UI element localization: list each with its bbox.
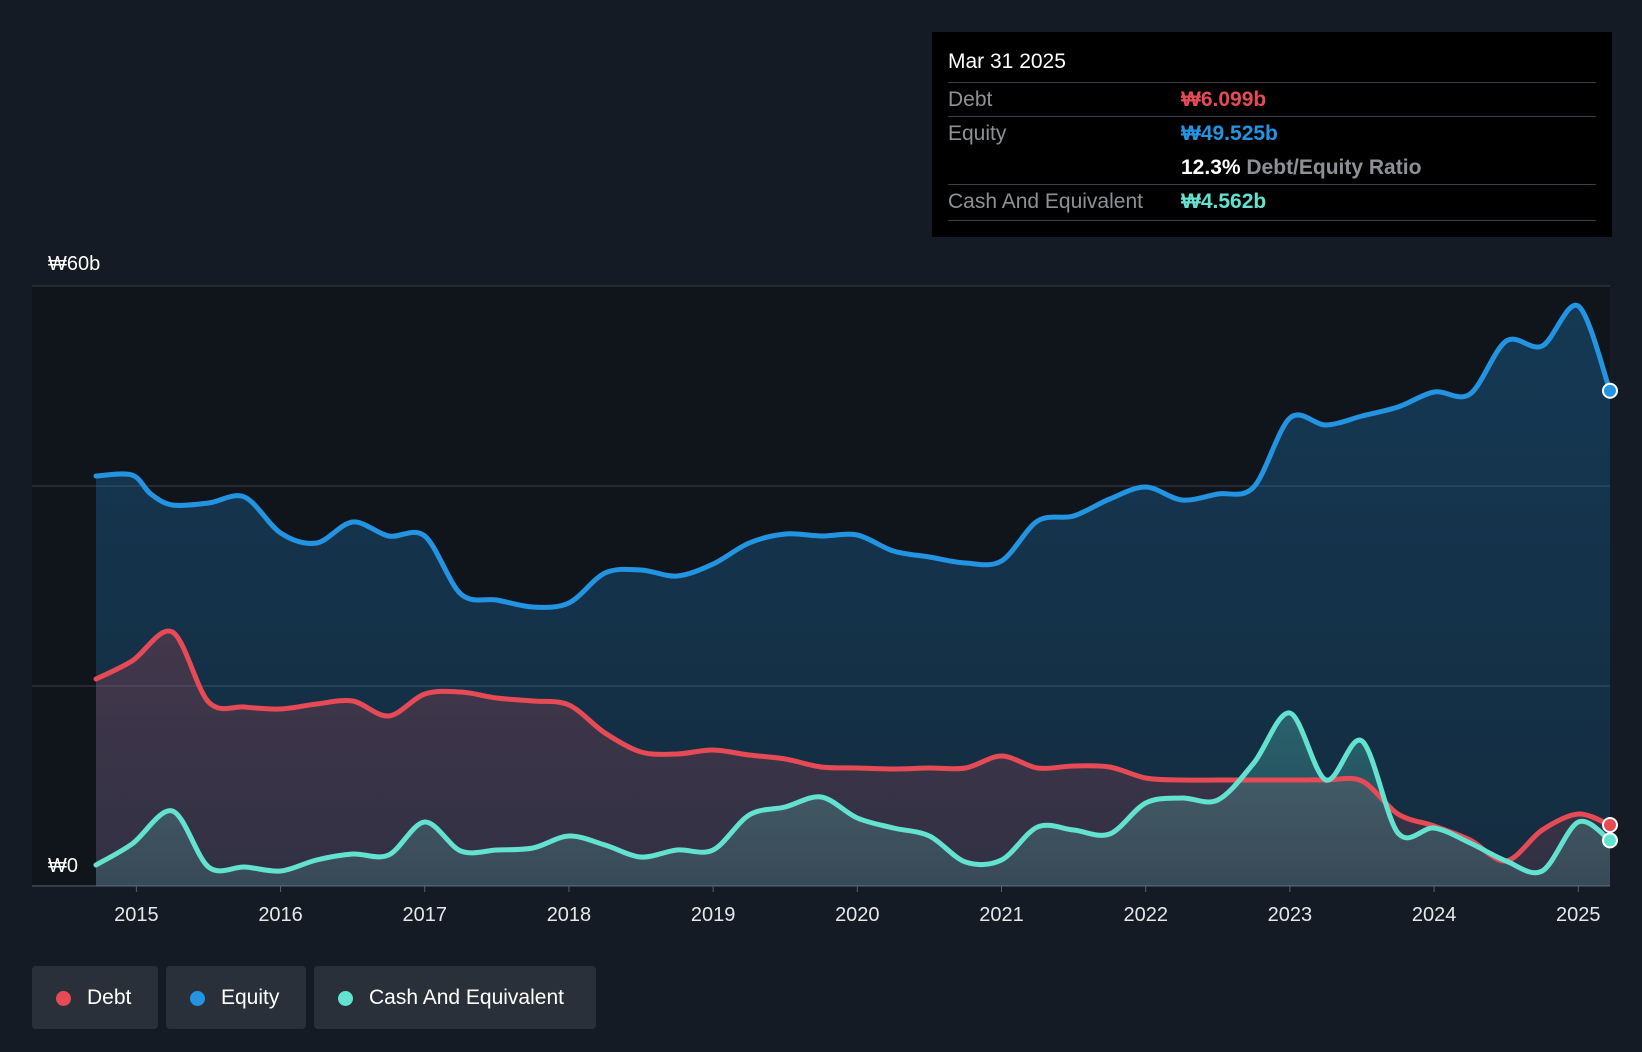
- cash-and-equivalent-line: [93, 710, 1613, 876]
- legend-label-equity: Equity: [221, 986, 280, 1009]
- legend-item-equity[interactable]: Equity: [166, 966, 306, 1029]
- y-tick-label: ₩0: [48, 855, 78, 877]
- cash-dot-icon: [338, 991, 353, 1006]
- legend-item-cash[interactable]: Cash And Equivalent: [314, 966, 596, 1029]
- x-tick-label: 2023: [1268, 904, 1313, 926]
- tooltip-equity-name: Equity: [948, 122, 1007, 145]
- debt-line: [93, 628, 1613, 864]
- debt-dot-icon: [56, 991, 71, 1006]
- cash-and-equivalent-area: [96, 712, 1610, 886]
- tooltip-debt-name: Debt: [948, 88, 993, 111]
- tooltip-ratio-label: Debt/Equity Ratio: [1246, 156, 1422, 179]
- tooltip-divider: [948, 116, 1596, 117]
- x-tick-label: 2018: [547, 904, 592, 926]
- tooltip-cash-value: ₩4.562b: [1181, 190, 1267, 213]
- tooltip-debt-value: ₩6.099b: [1181, 88, 1267, 111]
- debt-end-marker: [1602, 817, 1618, 834]
- x-tick-label: 2021: [979, 904, 1024, 926]
- x-tick-label: 2017: [403, 904, 448, 926]
- y-tick-label: ₩60b: [48, 253, 100, 275]
- cash-and-equivalent-end-marker: [1602, 832, 1618, 849]
- tooltip-ratio: 12.3% Debt/Equity Ratio: [1181, 156, 1421, 180]
- tooltip-divider: [948, 82, 1596, 83]
- tooltip-row-debt: Debt ₩6.099b: [948, 82, 1596, 116]
- tooltip-divider: [948, 184, 1596, 185]
- tooltip-date: Mar 31 2025: [948, 50, 1066, 73]
- legend-label-cash: Cash And Equivalent: [369, 986, 564, 1009]
- tooltip-ratio-value: 12.3%: [1181, 156, 1241, 179]
- x-tick-label: 2015: [114, 904, 159, 926]
- equity-end-marker: [1602, 382, 1618, 399]
- tooltip-row-equity: Equity ₩49.525b: [948, 116, 1596, 150]
- tooltip: Mar 31 2025 Debt ₩6.099b Equity ₩49.525b…: [932, 32, 1612, 237]
- x-tick-label: 2022: [1123, 904, 1168, 926]
- tooltip-equity-value: ₩49.525b: [1181, 122, 1278, 145]
- equity-dot-icon: [190, 991, 205, 1006]
- legend-label-debt: Debt: [87, 986, 132, 1009]
- x-tick-label: 2019: [691, 904, 736, 926]
- x-tick-label: 2020: [835, 904, 880, 926]
- x-tick-label: 2024: [1412, 904, 1457, 926]
- equity-line: [93, 302, 1613, 610]
- legend-item-debt[interactable]: Debt: [32, 966, 158, 1029]
- tooltip-row-ratio: 12.3% Debt/Equity Ratio: [948, 150, 1596, 184]
- x-tick-label: 2025: [1556, 904, 1601, 926]
- tooltip-row-cash: Cash And Equivalent ₩4.562b: [948, 184, 1596, 218]
- tooltip-divider: [948, 220, 1596, 221]
- x-tick-label: 2016: [258, 904, 303, 926]
- tooltip-cash-name: Cash And Equivalent: [948, 190, 1143, 213]
